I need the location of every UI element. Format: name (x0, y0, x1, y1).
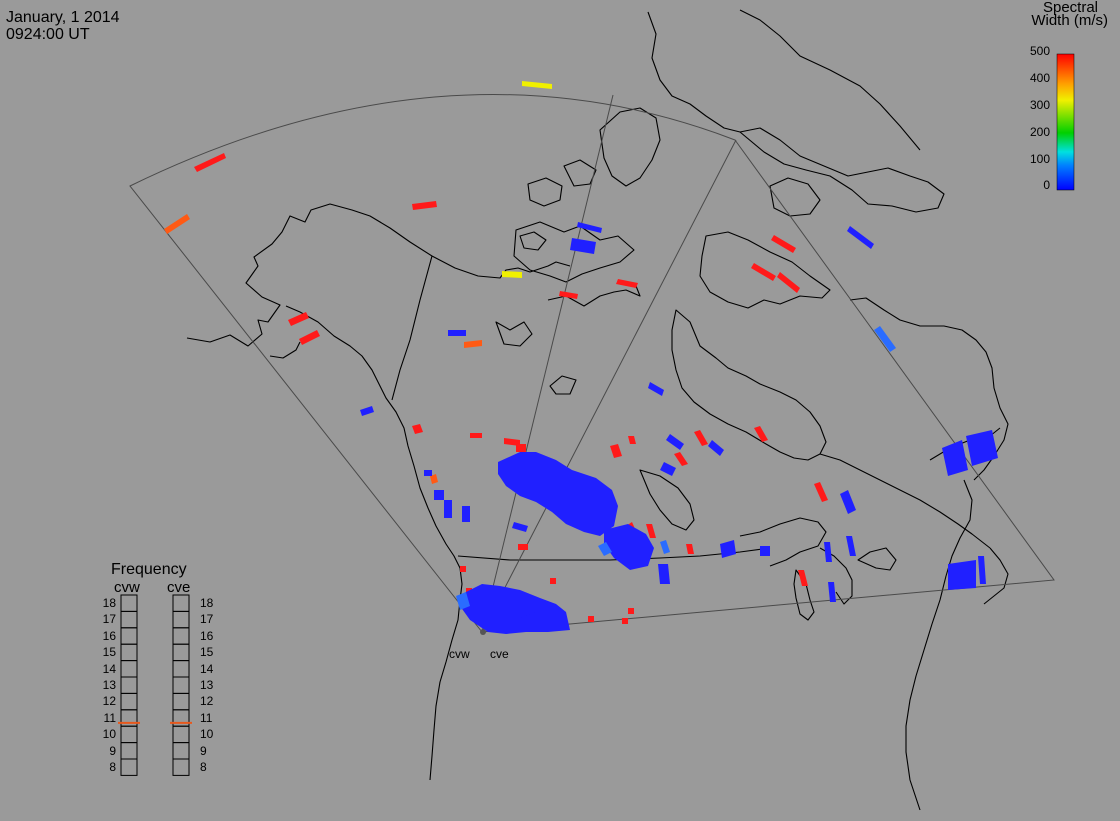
frequency-level-label: 10 (200, 727, 214, 742)
frequency-cell (172, 610, 190, 629)
frequency-cell (172, 676, 190, 694)
frequency-level-label: 15 (200, 645, 214, 660)
frequency-level-label: 11 (200, 710, 213, 725)
frequency-level-label: 13 (200, 678, 214, 692)
colorbar-tick: 400 (1029, 71, 1050, 85)
frequency-level-label: 17 (200, 612, 214, 627)
frequency-title: Frequency (111, 561, 187, 578)
frequency-level-label: 13 (102, 678, 116, 692)
frequency-level-label: 9 (109, 743, 116, 758)
frequency-level-label: 12 (200, 694, 214, 709)
frequency-level-label: 16 (102, 628, 116, 643)
colorbar-tick: 300 (1029, 98, 1050, 112)
radar-label-east: cve (490, 647, 509, 661)
frequency-cell (172, 758, 190, 776)
colorbar-tick: 200 (1029, 125, 1050, 139)
radar-site-icon (480, 629, 486, 635)
frequency-cell (120, 610, 138, 629)
frequency-level-label: 18 (200, 596, 214, 610)
frequency-cell (120, 594, 138, 612)
echo-orange (164, 214, 482, 484)
frequency-cell (120, 692, 138, 711)
frequency-cell (120, 643, 138, 662)
frequency-level-label: 12 (102, 694, 116, 709)
frequency-level-label: 8 (109, 760, 116, 774)
colorbar-tick: 0 (1043, 178, 1050, 192)
date-label: January, 1 2014 (6, 9, 120, 26)
frequency-cell (120, 758, 138, 776)
frequency-cell (172, 594, 190, 612)
frequency-level-label: 8 (200, 760, 207, 774)
frequency-cell (172, 643, 190, 662)
colorbar-unit: Width (m/s) (1031, 12, 1108, 29)
frequency-cell (120, 742, 138, 760)
echo-blue (360, 222, 998, 634)
time-label: 0924:00 UT (6, 26, 90, 43)
frequency-level-label: 11 (103, 710, 116, 725)
frequency-cell (172, 742, 190, 760)
frequency-level-label: 15 (102, 645, 116, 660)
frequency-cell (172, 660, 190, 678)
frequency-cell (172, 692, 190, 711)
frequency-cell (120, 660, 138, 678)
radar-label-west: cvw (449, 647, 470, 661)
echo-yellow (502, 81, 552, 278)
coastlines (186, 9, 1009, 811)
frequency-col-west: cvw (114, 579, 140, 596)
radar-fields-of-view (129, 94, 1055, 633)
frequency-level-label: 18 (102, 596, 116, 610)
frequency-level-label: 16 (200, 628, 214, 643)
frequency-level-label: 10 (102, 727, 116, 742)
colorbar-title: Spectral (1042, 0, 1098, 16)
frequency-cell (172, 725, 190, 744)
frequency-cell (120, 725, 138, 744)
frequency-cell (120, 676, 138, 694)
frequency-level-label: 14 (102, 661, 116, 676)
frequency-level-label: 17 (102, 612, 116, 627)
colorbar-tick: 100 (1029, 152, 1050, 166)
frequency-level-label: 9 (200, 743, 207, 758)
colorbar-tick: 500 (1029, 44, 1050, 58)
frequency-cell (172, 627, 190, 645)
frequency-col-east: cve (167, 579, 191, 596)
frequency-cell (120, 627, 138, 645)
frequency-boxes (118, 594, 192, 776)
frequency-level-label: 14 (200, 661, 214, 676)
echo-lightblue (456, 326, 896, 610)
backscatter-echoes (164, 81, 998, 634)
colorbar-scale (1056, 53, 1075, 191)
